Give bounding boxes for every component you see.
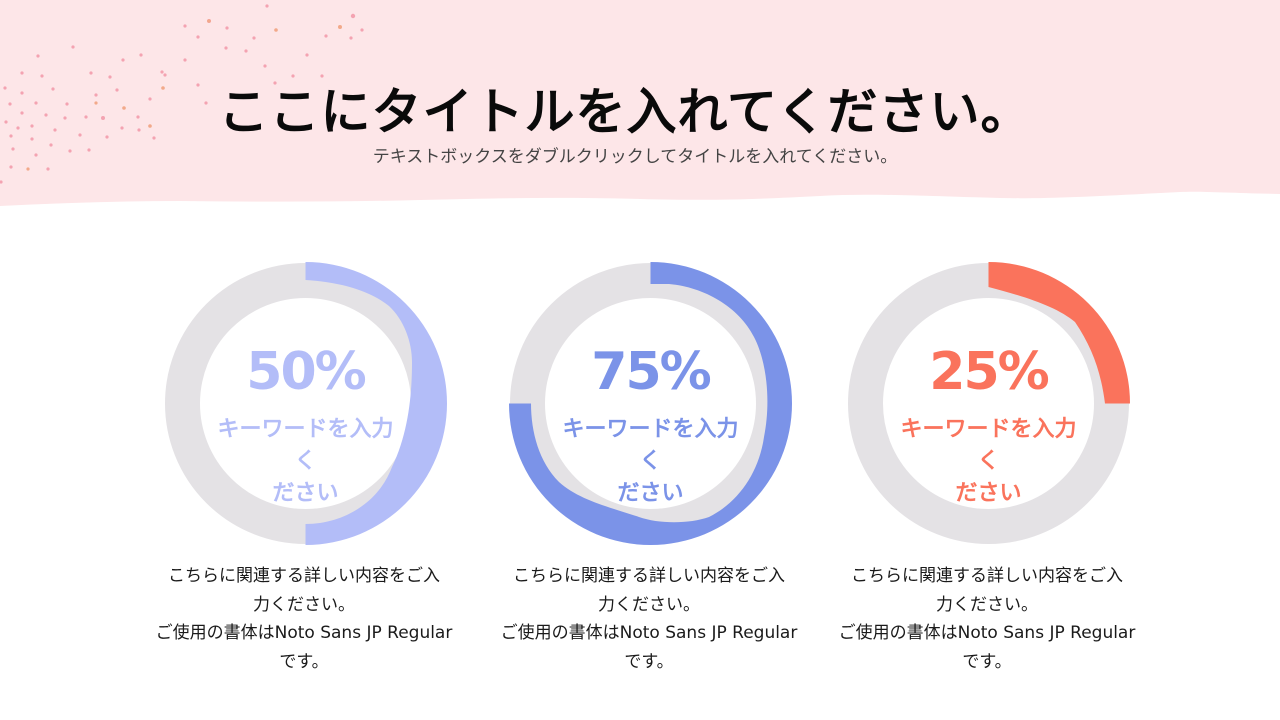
keyword-line-1: キーワードを入力く — [900, 417, 1077, 474]
page-title: ここにタイトルを入れてください。 — [218, 83, 1032, 141]
description-line-2: 力ください。 — [936, 594, 1038, 615]
keyword-line-1: キーワードを入力く — [562, 417, 739, 474]
keyword-line-2: ださい — [617, 481, 684, 506]
description-line-3: ご使用の書体はNoto Sans JP Regular — [155, 623, 453, 643]
description-line-3: ご使用の書体はNoto Sans JP Regular — [838, 623, 1136, 643]
description-line-1: こちらに関連する詳しい内容をご入 — [851, 566, 1123, 586]
description-line-4: です。 — [279, 651, 329, 672]
percent-value: 50% — [246, 342, 366, 402]
keyword-line-2: ださい — [272, 481, 339, 506]
keyword-label: キーワードを入力く ださい — [559, 414, 742, 510]
card-description: こちらに関連する詳しい内容をご入 力ください。 ご使用の書体はNoto Sans… — [484, 562, 814, 676]
percent-value: 75% — [591, 342, 711, 402]
donut-center-label: 50% キーワードを入力く ださい — [164, 262, 447, 545]
keyword-line-2: ださい — [955, 481, 1022, 506]
donut-chart-75 — [509, 262, 792, 545]
header-background — [0, 0, 1280, 206]
donut-chart-50 — [164, 262, 447, 545]
donut-center-label: 25% キーワードを入力く ださい — [847, 262, 1130, 545]
description-line-3: ご使用の書体はNoto Sans JP Regular — [500, 623, 798, 643]
description-line-4: です。 — [962, 651, 1012, 672]
donut-center-label: 75% キーワードを入力く ださい — [509, 262, 792, 545]
keyword-label: キーワードを入力く ださい — [214, 414, 397, 510]
description-line-1: こちらに関連する詳しい内容をご入 — [168, 566, 440, 586]
description-line-2: 力ください。 — [253, 594, 355, 615]
card-description: こちらに関連する詳しい内容をご入 力ください。 ご使用の書体はNoto Sans… — [139, 562, 469, 676]
decorative-dots — [0, 4, 364, 184]
keyword-line-1: キーワードを入力く — [217, 417, 394, 474]
percent-value: 25% — [929, 342, 1049, 402]
card-description: こちらに関連する詳しい内容をご入 力ください。 ご使用の書体はNoto Sans… — [822, 562, 1152, 676]
keyword-label: キーワードを入力く ださい — [897, 414, 1080, 510]
description-line-4: です。 — [624, 651, 674, 672]
page-subtitle: テキストボックスをダブルクリックしてタイトルを入れてください。 — [372, 147, 898, 167]
donut-chart-25 — [847, 262, 1130, 545]
description-line-1: こちらに関連する詳しい内容をご入 — [513, 566, 785, 586]
description-line-2: 力ください。 — [598, 594, 700, 615]
